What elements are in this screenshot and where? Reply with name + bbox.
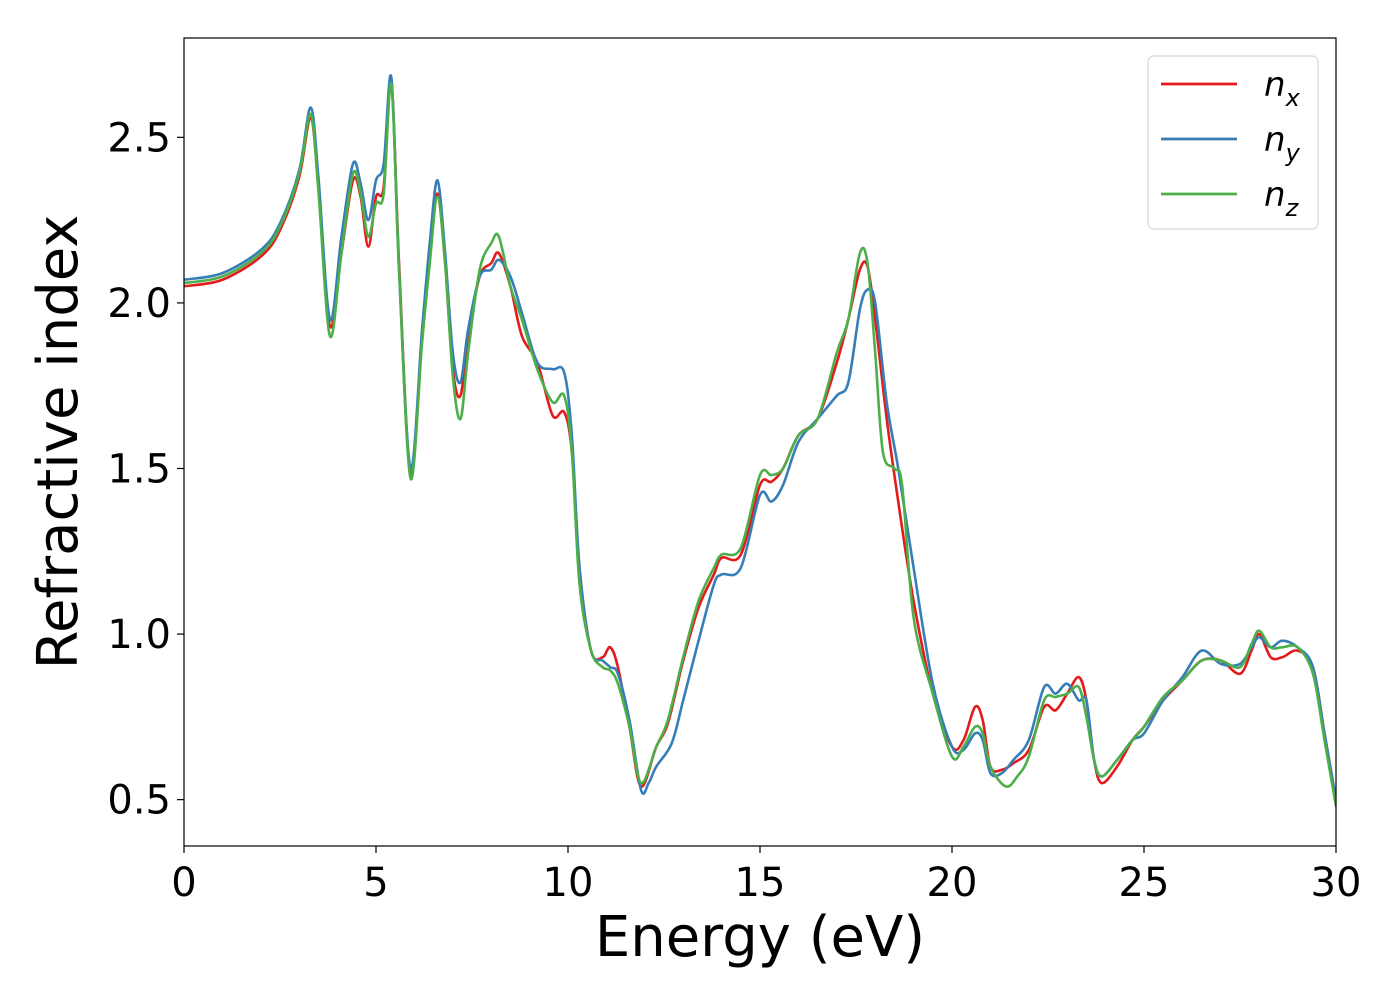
x-tick-label: 0: [171, 860, 196, 906]
x-tick-label: 5: [363, 860, 388, 906]
legend-label-y: ny: [1264, 120, 1301, 167]
legend-label-subscript: y: [1285, 139, 1301, 167]
series-line-z: [184, 82, 1336, 808]
legend-label-subscript: x: [1285, 84, 1301, 112]
y-tick-label: 0.5: [107, 778, 171, 824]
x-tick-label: 10: [543, 860, 594, 906]
y-tick-label: 2.5: [107, 115, 171, 161]
y-tick-label: 1.0: [107, 612, 171, 658]
legend-label-base: n: [1264, 175, 1286, 215]
y-tick-label: 1.5: [107, 446, 171, 492]
y-tick-label: 2.0: [107, 281, 171, 327]
legend-label-base: n: [1264, 120, 1286, 160]
x-axis-label: Energy (eV): [595, 905, 925, 970]
x-tick-label: 20: [927, 860, 978, 906]
y-axis: 0.5 1.0 1.5 2.0 2.5: [107, 115, 184, 824]
legend-box: [1147, 55, 1319, 230]
y-axis-label: Refractive index: [26, 215, 91, 670]
x-tick-label: 30: [1311, 860, 1362, 906]
legend-label-subscript: z: [1285, 194, 1300, 222]
x-tick-label: 25: [1119, 860, 1170, 906]
legend-label-z: nz: [1264, 175, 1300, 222]
x-axis: 0 5 10 15 20 25 30: [171, 846, 1361, 906]
series-layer: [184, 74, 1336, 808]
x-tick-label: 15: [735, 860, 786, 906]
legend-label-x: nx: [1264, 65, 1301, 112]
legend-label-base: n: [1264, 65, 1286, 105]
